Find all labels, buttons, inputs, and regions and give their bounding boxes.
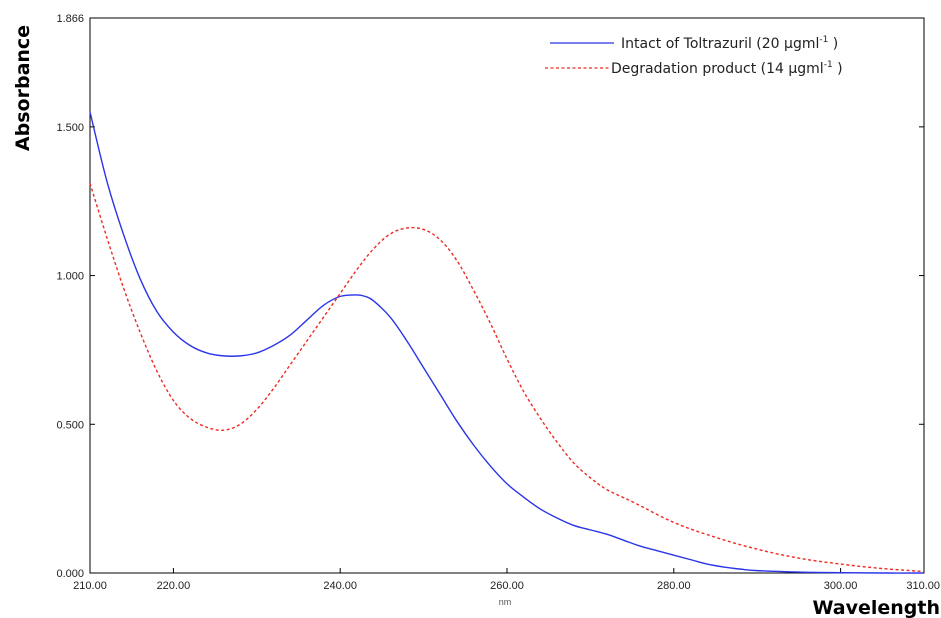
series-layer xyxy=(89,111,925,574)
x-tick-label: 240.00 xyxy=(323,580,357,592)
x-tick-label: 210.00 xyxy=(73,580,107,592)
series-line-1 xyxy=(89,183,925,573)
y-tick-label: 1.866 xyxy=(56,13,84,25)
y-tick-label: 0.500 xyxy=(56,419,84,431)
y-tick-label: 1.000 xyxy=(56,271,84,283)
plot-frame xyxy=(89,17,925,574)
y-tick-label: 1.500 xyxy=(56,122,84,134)
x-tick-label: 220.00 xyxy=(157,580,191,592)
x-tick-label: 300.00 xyxy=(824,580,858,592)
series-line-0 xyxy=(89,111,925,574)
x-tick-label: 280.00 xyxy=(657,580,691,592)
x-axis-unit: nm xyxy=(499,597,512,607)
legend-label-tail: ) xyxy=(828,36,838,52)
legend-label-sup: -1 xyxy=(819,35,828,45)
y-axis-label: Absorbance xyxy=(12,25,34,151)
x-axis-label: Wavelength xyxy=(812,597,940,618)
legend: Intact of Toltrazuril (20 µgml-1 )Degrad… xyxy=(545,35,843,77)
legend-label-1: Degradation product (14 µgml-1 ) xyxy=(611,60,843,77)
legend-label-0: Intact of Toltrazuril (20 µgml-1 ) xyxy=(621,35,838,52)
x-tick-label: 310.00 xyxy=(906,580,940,592)
legend-label-main: Degradation product (14 µgml xyxy=(611,61,824,77)
legend-label-sup: -1 xyxy=(824,60,833,70)
y-axis-ticks: 0.000 0.500 1.000 1.500 1.866 xyxy=(56,13,924,580)
legend-label-main: Intact of Toltrazuril (20 µgml xyxy=(621,36,819,52)
x-tick-label: 260.00 xyxy=(490,580,524,592)
legend-label-tail: ) xyxy=(833,61,843,77)
y-tick-label: 0.000 xyxy=(56,568,84,580)
x-axis-ticks: 210.00 220.00 240.00 260.00 280.00 300.00 310.… xyxy=(73,568,940,592)
